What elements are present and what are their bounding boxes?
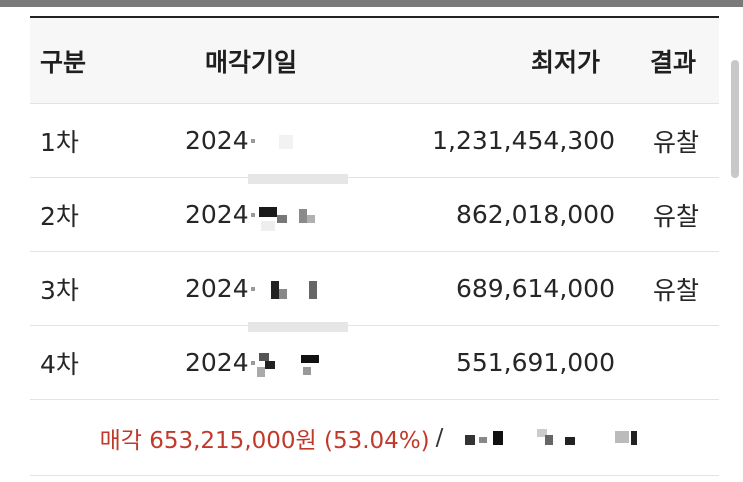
header-price: 최저가 <box>530 47 600 77</box>
date-text: 2024 <box>185 200 249 229</box>
date-text: 2024 <box>185 348 249 377</box>
round-cell: 3차 <box>40 275 79 305</box>
price-cell: 551,691,000 <box>455 348 615 377</box>
sale-summary-text: 매각 653,215,000원 (53.04%) <box>99 427 430 454</box>
summary-separator: / <box>435 424 444 451</box>
price-cell: 1,231,454,300 <box>432 126 615 155</box>
date-cell: 2024 <box>150 200 340 231</box>
date-cell: 2024 <box>150 126 340 155</box>
result-cell: 유찰 <box>653 127 700 157</box>
round-cell: 4차 <box>40 349 79 379</box>
top-divider-bar <box>0 0 743 7</box>
date-cell: 2024 <box>150 274 340 303</box>
date-cell: 2024 <box>150 348 340 377</box>
redacted-date <box>250 279 331 301</box>
date-text: 2024 <box>185 126 249 155</box>
blur-band-top <box>248 174 348 184</box>
table-header-row: 구분 매각기일 최저가 결과 <box>30 18 719 104</box>
redacted-date <box>250 353 331 377</box>
sale-summary-row: 매각 653,215,000원 (53.04%) / <box>30 400 719 476</box>
vertical-scrollbar[interactable] <box>731 60 739 178</box>
table-row: 4차 2024 551,691,000 <box>30 326 719 400</box>
date-text: 2024 <box>185 274 249 303</box>
round-cell: 2차 <box>40 201 79 231</box>
redacted-date <box>250 131 331 153</box>
table-row: 3차 2024 689,614,000 유찰 <box>30 252 719 326</box>
redacted-date <box>250 205 331 231</box>
table-row: 2차 2024 862,018,000 유찰 <box>30 178 719 252</box>
blur-band-bottom <box>248 322 348 332</box>
header-date: 매각기일 <box>205 47 298 77</box>
header-round: 구분 <box>40 47 87 77</box>
round-cell: 1차 <box>40 127 79 157</box>
price-cell: 689,614,000 <box>455 274 615 303</box>
table-row: 1차 2024 1,231,454,300 유찰 <box>30 104 719 178</box>
header-result: 결과 <box>650 47 697 77</box>
price-cell: 862,018,000 <box>455 200 615 229</box>
result-cell: 유찰 <box>653 201 700 231</box>
auction-history-table: 구분 매각기일 최저가 결과 1차 2024 1,231,454,300 유찰 … <box>30 16 719 476</box>
result-cell: 유찰 <box>653 275 700 305</box>
redacted-buyer-info <box>449 427 649 449</box>
